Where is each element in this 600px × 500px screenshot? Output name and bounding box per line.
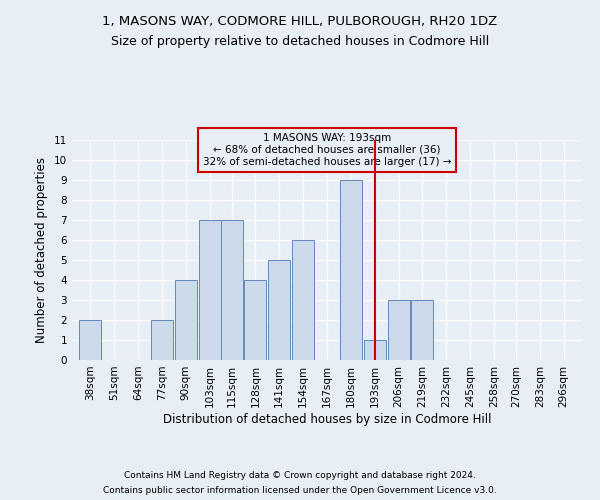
- Text: 1, MASONS WAY, CODMORE HILL, PULBOROUGH, RH20 1DZ: 1, MASONS WAY, CODMORE HILL, PULBOROUGH,…: [103, 15, 497, 28]
- Bar: [199, 220, 221, 360]
- Bar: [151, 320, 173, 360]
- Bar: [364, 340, 386, 360]
- X-axis label: Distribution of detached houses by size in Codmore Hill: Distribution of detached houses by size …: [163, 412, 491, 426]
- Bar: [292, 240, 314, 360]
- Bar: [79, 320, 101, 360]
- Text: Size of property relative to detached houses in Codmore Hill: Size of property relative to detached ho…: [111, 35, 489, 48]
- Bar: [268, 260, 290, 360]
- Bar: [175, 280, 197, 360]
- Text: Contains public sector information licensed under the Open Government Licence v3: Contains public sector information licen…: [103, 486, 497, 495]
- Bar: [340, 180, 362, 360]
- Y-axis label: Number of detached properties: Number of detached properties: [35, 157, 49, 343]
- Bar: [412, 300, 433, 360]
- Bar: [388, 300, 410, 360]
- Bar: [244, 280, 266, 360]
- Text: 1 MASONS WAY: 193sqm
← 68% of detached houses are smaller (36)
32% of semi-detac: 1 MASONS WAY: 193sqm ← 68% of detached h…: [203, 134, 451, 166]
- Text: Contains HM Land Registry data © Crown copyright and database right 2024.: Contains HM Land Registry data © Crown c…: [124, 471, 476, 480]
- Bar: [221, 220, 242, 360]
